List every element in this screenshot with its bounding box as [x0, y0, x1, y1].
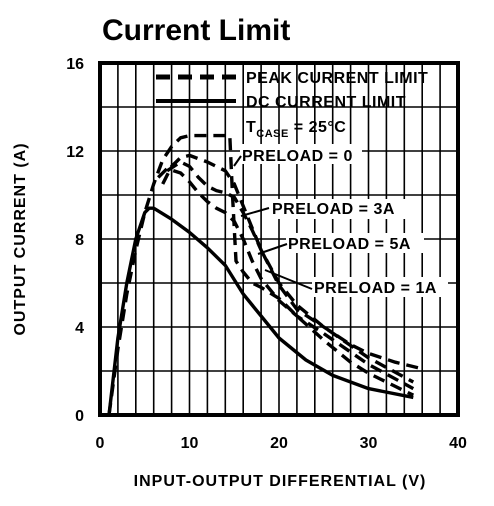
- y-tick-labels: 0 4 8 12 16: [66, 56, 84, 425]
- chart-title: Current Limit: [102, 14, 290, 47]
- plot-frame: [98, 61, 460, 417]
- series-layer: [107, 133, 423, 416]
- x-tick-labels: 0 10 20 30 40: [96, 435, 467, 452]
- annotation-preload-0: PRELOAD = 0: [242, 148, 353, 165]
- annotation-preload-3a-leader: [240, 207, 270, 217]
- legend-condition-rest: = 25°C: [289, 119, 346, 136]
- x-tick-label: 0: [96, 435, 105, 452]
- legend-condition-main: T: [246, 119, 256, 136]
- legend-peak-label: PEAK CURRENT LIMIT: [246, 70, 428, 87]
- legend-condition: TCASE = 25°C: [246, 119, 346, 140]
- annotation-preload-0-leader: [233, 155, 242, 167]
- y-tick-label: 0: [75, 408, 84, 425]
- series-line-dc-current-limit: [107, 206, 414, 416]
- x-tick-label: 30: [360, 435, 378, 452]
- x-tick-label: 40: [449, 435, 467, 452]
- y-tick-label: 12: [66, 144, 84, 161]
- annotation-preload-3a: PRELOAD = 3A: [272, 201, 395, 218]
- x-tick-label: 20: [270, 435, 288, 452]
- annotation-preload-1a: PRELOAD = 1A: [314, 280, 437, 297]
- y-tick-label: 4: [75, 320, 84, 337]
- annotation-preload-5a: PRELOAD = 5A: [288, 236, 411, 253]
- x-axis-label: INPUT-OUTPUT DIFFERENTIAL (V): [134, 473, 427, 490]
- y-tick-label: 8: [75, 232, 84, 249]
- x-tick-label: 10: [181, 435, 199, 452]
- series-line-preload-3a: [157, 166, 415, 391]
- annotation-preload-5a-leader: [257, 243, 288, 255]
- y-axis-label: OUTPUT CURRENT (A): [12, 142, 29, 335]
- annotation-preload-1a-leader: [264, 269, 313, 290]
- legend-condition-subscript: CASE: [256, 128, 289, 140]
- annotations: PRELOAD = 0 PRELOAD = 3A PRELOAD = 5A PR…: [233, 144, 448, 297]
- legend: PEAK CURRENT LIMIT DC CURRENT LIMIT TCAS…: [156, 70, 428, 140]
- y-tick-label: 16: [66, 56, 84, 73]
- legend-dc-label: DC CURRENT LIMIT: [246, 94, 406, 111]
